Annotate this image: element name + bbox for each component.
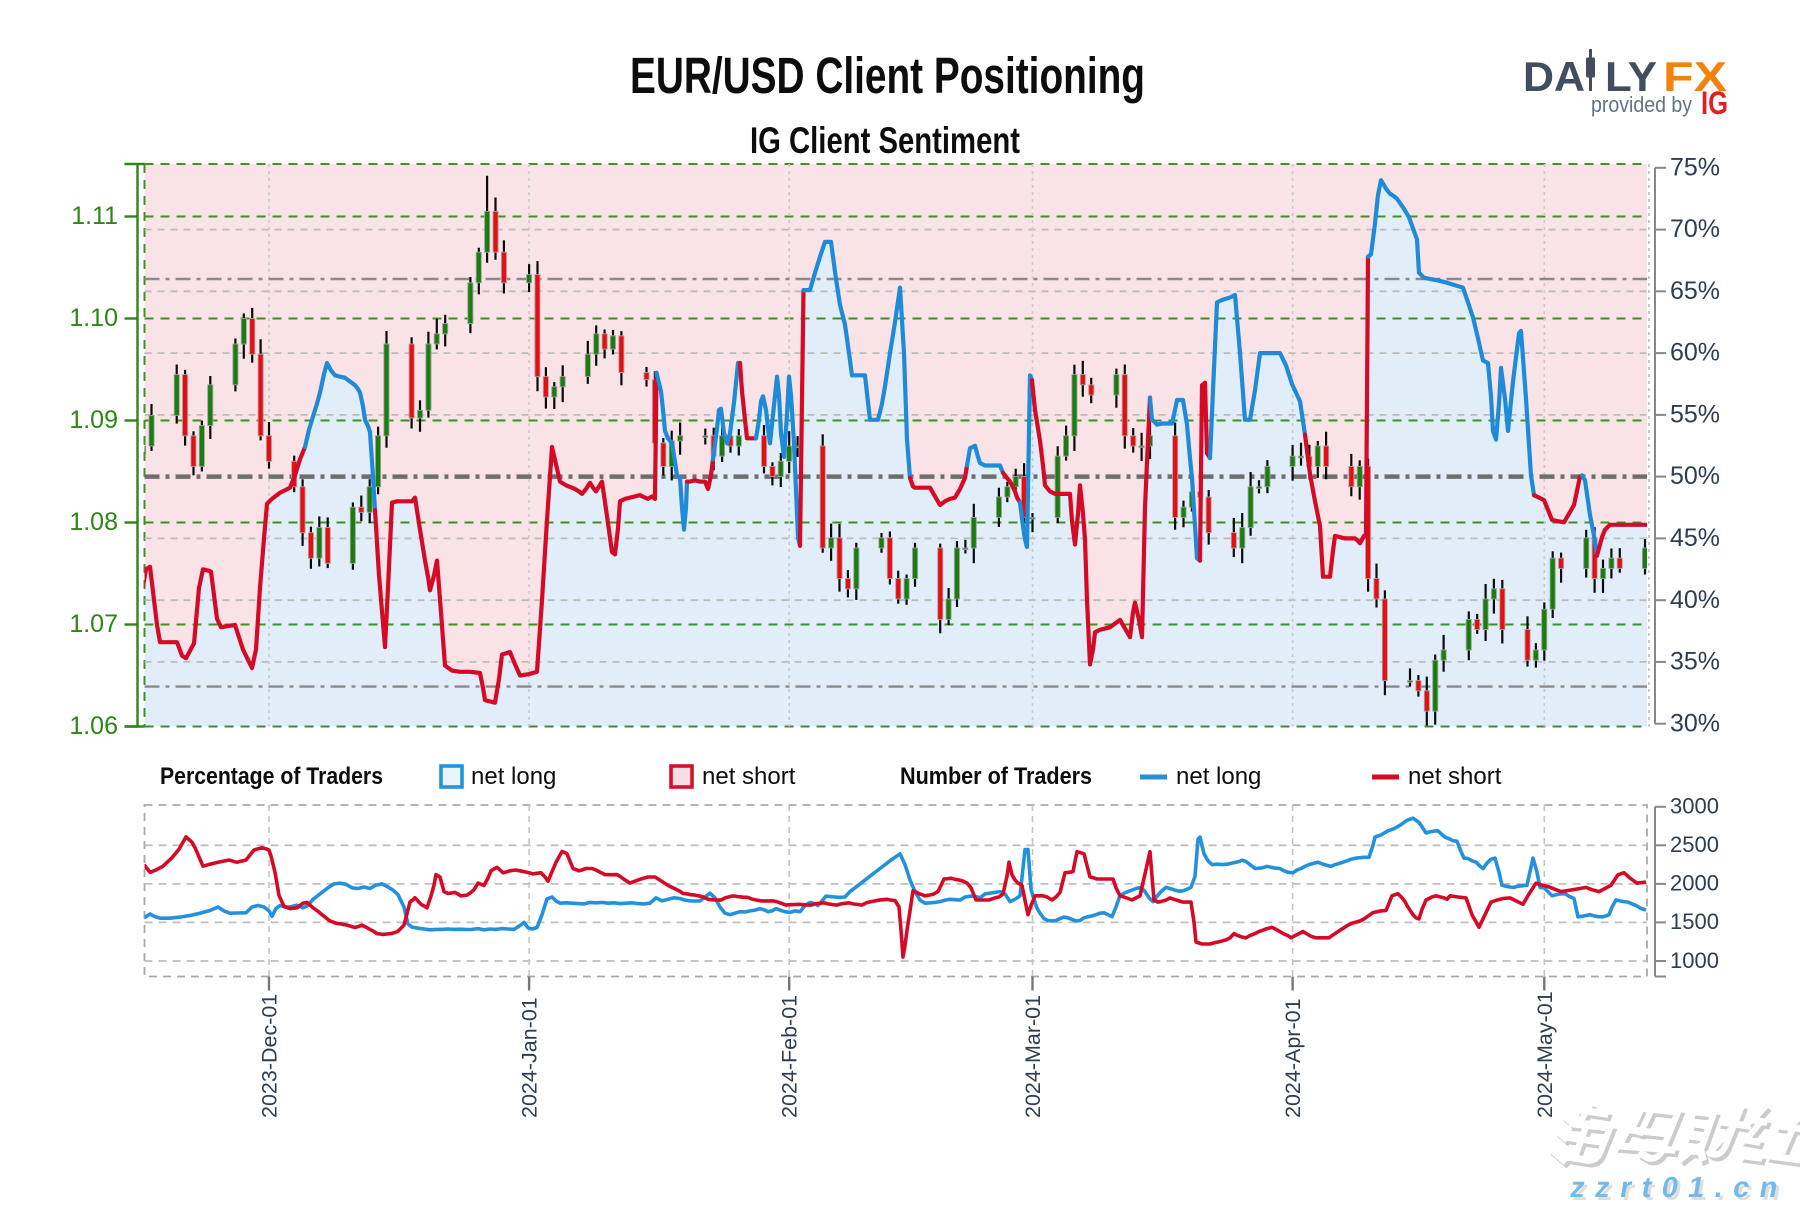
- svg-text:DA: DA: [1523, 53, 1585, 100]
- svg-text:2024-Apr-01: 2024-Apr-01: [1281, 998, 1305, 1118]
- svg-text:70%: 70%: [1670, 215, 1720, 243]
- svg-text:IG: IG: [1701, 85, 1728, 121]
- svg-text:30%: 30%: [1670, 709, 1720, 737]
- svg-text:65%: 65%: [1670, 277, 1720, 305]
- svg-text:50%: 50%: [1670, 462, 1720, 490]
- svg-text:zzrt01.cn: zzrt01.cn: [1568, 1172, 1792, 1200]
- svg-text:1.06: 1.06: [69, 712, 118, 740]
- svg-text:net short: net short: [1408, 763, 1502, 790]
- svg-text:FX: FX: [1663, 53, 1727, 100]
- svg-text:3000: 3000: [1670, 794, 1719, 819]
- svg-text:45%: 45%: [1670, 524, 1720, 552]
- svg-text:IG Client Sentiment: IG Client Sentiment: [750, 120, 1020, 161]
- svg-text:1.09: 1.09: [69, 406, 118, 434]
- svg-text:net long: net long: [471, 763, 556, 790]
- svg-text:2024-May-01: 2024-May-01: [1533, 991, 1557, 1118]
- svg-text:60%: 60%: [1670, 339, 1720, 367]
- svg-text:2024-Feb-01: 2024-Feb-01: [778, 995, 802, 1118]
- svg-text:2023-Dec-01: 2023-Dec-01: [258, 994, 282, 1118]
- svg-text:1.08: 1.08: [69, 508, 118, 536]
- svg-text:75%: 75%: [1670, 153, 1720, 181]
- svg-text:1.11: 1.11: [71, 202, 118, 230]
- svg-text:1500: 1500: [1670, 909, 1719, 934]
- svg-text:2500: 2500: [1670, 832, 1719, 857]
- svg-text:provided by: provided by: [1591, 92, 1693, 117]
- svg-text:55%: 55%: [1670, 401, 1720, 429]
- svg-text:1.07: 1.07: [69, 610, 118, 638]
- svg-text:Percentage of Traders: Percentage of Traders: [160, 763, 383, 790]
- svg-text:35%: 35%: [1670, 648, 1720, 676]
- svg-text:2024-Mar-01: 2024-Mar-01: [1021, 995, 1045, 1118]
- svg-text:Number of Traders: Number of Traders: [900, 763, 1092, 790]
- svg-text:LY: LY: [1605, 53, 1657, 100]
- svg-text:net long: net long: [1176, 763, 1261, 790]
- svg-text:2024-Jan-01: 2024-Jan-01: [518, 997, 542, 1118]
- svg-text:40%: 40%: [1670, 586, 1720, 614]
- svg-text:EUR/USD Client Positioning: EUR/USD Client Positioning: [630, 47, 1145, 104]
- svg-text:1000: 1000: [1670, 948, 1719, 973]
- svg-text:1.10: 1.10: [69, 304, 118, 332]
- svg-text:net short: net short: [702, 763, 796, 790]
- svg-text:2000: 2000: [1670, 871, 1719, 896]
